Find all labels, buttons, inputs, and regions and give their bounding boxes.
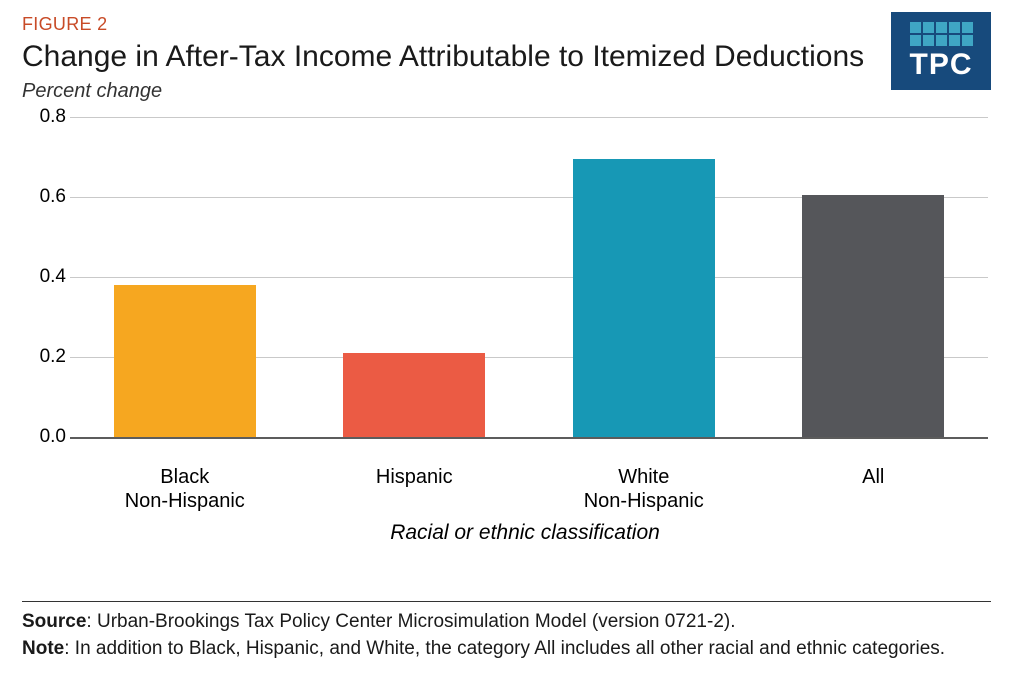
chart-area: 0.00.20.40.60.8 <box>26 111 988 461</box>
plot-area <box>70 117 988 437</box>
tpc-logo: TPC <box>891 12 991 90</box>
y-tick-label: 0.6 <box>26 186 66 208</box>
y-tick-label: 0.4 <box>26 266 66 288</box>
source-label: Source <box>22 611 86 632</box>
bar <box>343 353 485 437</box>
x-axis-title: Racial or ethnic classification <box>66 521 984 545</box>
bar <box>802 195 944 437</box>
note-line: Note: In addition to Black, Hispanic, an… <box>22 637 991 661</box>
source-text: : Urban-Brookings Tax Policy Center Micr… <box>86 611 735 632</box>
bar <box>573 159 715 437</box>
figure-label: FIGURE 2 <box>22 14 991 35</box>
x-axis-labels: BlackNon-HispanicHispanicWhiteNon-Hispan… <box>26 461 988 513</box>
x-tick-label: All <box>759 461 989 513</box>
y-tick-label: 0.2 <box>26 346 66 368</box>
y-tick-label: 0.8 <box>26 106 66 128</box>
chart-subtitle: Percent change <box>22 80 991 103</box>
bar <box>114 285 256 437</box>
xlabel-track: BlackNon-HispanicHispanicWhiteNon-Hispan… <box>70 461 988 513</box>
tpc-logo-grid <box>910 22 973 46</box>
x-tick-label: Hispanic <box>300 461 530 513</box>
note-text: : In addition to Black, Hispanic, and Wh… <box>64 638 945 659</box>
note-label: Note <box>22 638 64 659</box>
bars-group <box>70 117 988 437</box>
xlabel-spacer <box>26 461 70 513</box>
chart-title: Change in After-Tax Income Attributable … <box>22 39 882 74</box>
x-tick-label: BlackNon-Hispanic <box>70 461 300 513</box>
tpc-logo-text: TPC <box>910 50 973 80</box>
source-line: Source: Urban-Brookings Tax Policy Cente… <box>22 610 991 634</box>
figure-footer: Source: Urban-Brookings Tax Policy Cente… <box>22 601 991 663</box>
x-tick-label: WhiteNon-Hispanic <box>529 461 759 513</box>
x-axis-baseline <box>70 437 988 439</box>
figure-container: TPC FIGURE 2 Change in After-Tax Income … <box>0 0 1009 673</box>
y-tick-label: 0.0 <box>26 426 66 448</box>
